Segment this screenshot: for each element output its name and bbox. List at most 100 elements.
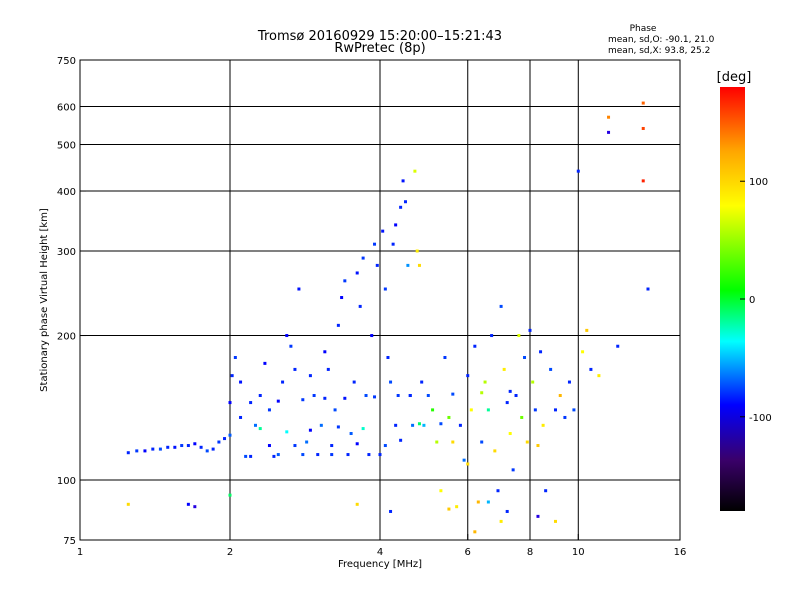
data-point <box>473 530 477 534</box>
data-point <box>343 279 347 283</box>
data-point <box>205 449 209 453</box>
data-point <box>505 509 509 513</box>
data-point <box>378 453 382 457</box>
data-point <box>399 438 403 442</box>
data-point <box>370 334 374 338</box>
data-point <box>343 396 347 400</box>
data-point <box>373 395 377 399</box>
data-point <box>394 223 398 227</box>
data-point <box>173 445 177 449</box>
data-point <box>539 350 543 354</box>
data-point <box>417 263 421 267</box>
data-point <box>135 449 139 453</box>
data-point <box>305 440 309 444</box>
data-point <box>411 423 415 427</box>
data-point <box>355 442 359 446</box>
data-point <box>293 444 297 448</box>
data-point <box>502 367 506 371</box>
data-point <box>589 367 593 371</box>
data-point <box>333 408 337 412</box>
x-axis-label: Frequency [MHz] <box>338 559 422 570</box>
data-point <box>469 408 473 412</box>
data-point <box>186 444 190 448</box>
data-point <box>490 334 494 338</box>
y-tick-label: 750 <box>57 56 76 67</box>
data-point <box>361 256 365 260</box>
data-point <box>355 502 359 506</box>
data-point <box>230 374 234 378</box>
data-point <box>553 408 557 412</box>
data-point <box>447 507 451 511</box>
data-point <box>158 447 162 451</box>
data-point <box>525 440 529 444</box>
data-point <box>228 433 232 437</box>
data-point <box>199 445 203 449</box>
data-point <box>263 361 267 365</box>
data-point <box>228 493 232 497</box>
x-tick-label: 2 <box>227 547 233 558</box>
data-point <box>462 458 466 462</box>
data-point <box>499 304 503 308</box>
data-point <box>386 355 390 359</box>
data-point <box>567 380 571 384</box>
data-point <box>355 271 359 275</box>
data-point <box>563 415 567 419</box>
data-point <box>126 502 130 506</box>
data-point <box>422 423 426 427</box>
data-point <box>483 380 487 384</box>
data-point <box>233 355 237 359</box>
data-point <box>361 427 365 431</box>
data-point <box>531 380 535 384</box>
data-point <box>151 447 155 451</box>
data-point <box>426 394 430 398</box>
data-point <box>443 355 447 359</box>
data-point <box>217 440 221 444</box>
data-point <box>323 350 327 354</box>
data-point <box>180 444 184 448</box>
data-point <box>373 242 377 246</box>
data-point <box>389 509 393 513</box>
data-point <box>276 453 280 457</box>
data-point <box>493 449 497 453</box>
data-point <box>383 444 387 448</box>
x-tick-label: 8 <box>527 547 533 558</box>
data-point <box>293 367 297 371</box>
data-point <box>349 432 353 436</box>
data-point <box>514 394 518 398</box>
data-point <box>249 401 253 405</box>
data-point <box>447 415 451 419</box>
data-point <box>536 514 540 518</box>
data-point <box>408 394 412 398</box>
x-tick-label: 16 <box>674 547 687 558</box>
data-point <box>553 519 557 523</box>
data-point <box>223 437 227 441</box>
data-point <box>346 453 350 457</box>
data-point <box>473 344 477 348</box>
y-tick-label: 300 <box>57 247 76 258</box>
data-point <box>523 355 527 359</box>
data-point <box>244 454 248 458</box>
data-point <box>308 428 312 432</box>
data-point <box>508 389 512 393</box>
colorbar-ticks: 100 0 -100 <box>740 177 772 424</box>
data-point <box>641 179 645 183</box>
data-point <box>458 423 462 427</box>
data-point <box>297 287 301 291</box>
x-tick-label: 4 <box>377 547 383 558</box>
data-point <box>646 287 650 291</box>
data-point <box>285 430 289 434</box>
data-point <box>285 334 289 338</box>
y-tick-label: 400 <box>57 187 76 198</box>
data-point <box>258 394 262 398</box>
data-point <box>435 440 439 444</box>
data-point <box>193 505 197 509</box>
data-point <box>267 408 271 412</box>
data-point <box>391 242 395 246</box>
data-point <box>607 115 611 119</box>
data-point <box>389 380 393 384</box>
data-point <box>281 380 285 384</box>
y-axis-label: Stationary phase Virtual Height [km] <box>39 208 50 392</box>
data-point <box>239 415 243 419</box>
data-point <box>520 415 524 419</box>
data-point <box>143 449 147 453</box>
